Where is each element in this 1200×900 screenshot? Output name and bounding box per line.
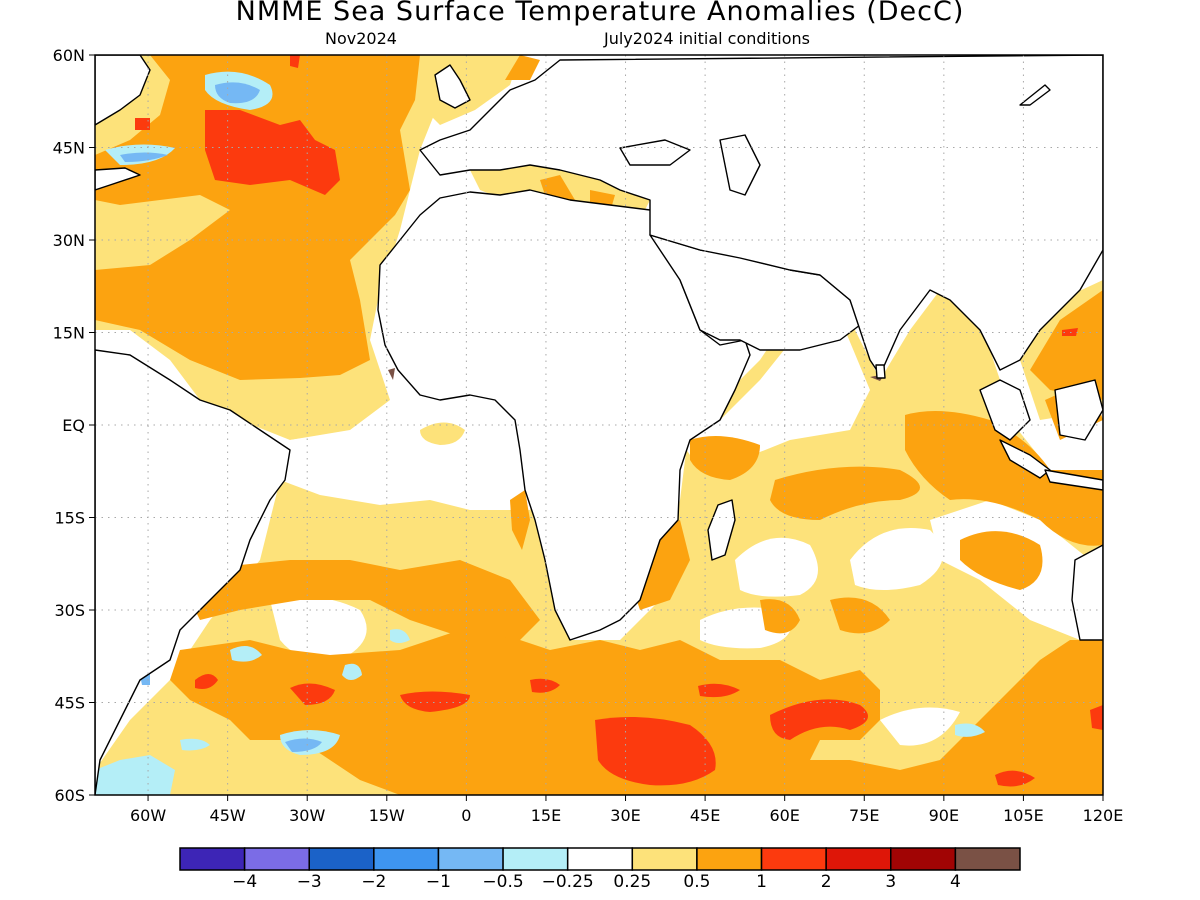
lat-tick-label: 30N: [53, 231, 85, 250]
forecast-month: Nov2024: [325, 29, 397, 48]
colorbar-label: 4: [950, 872, 961, 892]
lon-tick-label: 45E: [690, 806, 720, 825]
lon-tick-label: 45W: [210, 806, 246, 825]
colorbar-swatch: [825, 847, 892, 871]
colorbar: −4 −3 −2 −1 −0.5 −0.25 0.25 0.5 1 2 3 4: [179, 847, 1021, 892]
lat-tick-label: EQ: [62, 416, 85, 435]
colorbar-swatch: [954, 847, 1021, 871]
colorbar-label: −1: [426, 872, 451, 892]
lat-tick-label: 15S: [54, 509, 85, 528]
lat-tick-label: 60N: [53, 46, 85, 65]
colorbar-swatch: [179, 847, 246, 871]
colorbar-label: −2: [361, 872, 386, 892]
colorbar-label: 0.5: [683, 872, 710, 892]
lon-tick-label: 15E: [531, 806, 561, 825]
colorbar-swatch: [566, 847, 634, 871]
lon-tick-label: 105E: [1003, 806, 1044, 825]
colorbar-swatch: [631, 847, 698, 871]
colorbar-label: 0.25: [613, 872, 651, 892]
lon-tick-label: 120E: [1083, 806, 1124, 825]
colorbar-swatch: [502, 847, 569, 871]
colorbar-swatch: [437, 847, 504, 871]
axis-ticks: 60N 45N 30N 15N EQ 15S 30S 45S 60S 60W 45W 30W 15W 0 1…: [53, 46, 1124, 825]
colorbar-label: −3: [297, 872, 322, 892]
lon-tick-label: 30E: [610, 806, 640, 825]
lat-tick-label: 45S: [54, 694, 85, 713]
lon-tick-label: 60W: [130, 806, 166, 825]
lat-tick-label: 60S: [54, 786, 85, 805]
colorbar-label: −4: [232, 872, 257, 892]
colorbar-swatch: [760, 847, 827, 871]
graticule: [95, 55, 1103, 795]
lat-tick-label: 15N: [53, 324, 85, 343]
map-title: NMME Sea Surface Temperature Anomalies (…: [235, 0, 965, 27]
lon-tick-label: 90E: [929, 806, 959, 825]
lat-tick-label: 45N: [53, 139, 85, 158]
colorbar-swatch: [243, 847, 310, 871]
lon-tick-label: 75E: [849, 806, 879, 825]
initial-conditions: July2024 initial conditions: [604, 29, 810, 48]
colorbar-label: 1: [756, 872, 767, 892]
colorbar-label: −0.25: [542, 872, 594, 892]
lon-tick-label: 0: [461, 806, 471, 825]
sst-anomaly-field: [95, 55, 1103, 795]
colorbar-swatch: [308, 847, 375, 871]
lat-tick-label: 30S: [54, 601, 85, 620]
colorbar-swatch: [696, 847, 763, 871]
lon-tick-label: 60E: [769, 806, 799, 825]
colorbar-label: 3: [885, 872, 896, 892]
colorbar-label: −0.5: [482, 872, 523, 892]
lon-tick-label: 30W: [289, 806, 325, 825]
colorbar-swatch: [373, 847, 440, 871]
colorbar-swatch: [890, 847, 957, 871]
colorbar-label: 2: [821, 872, 832, 892]
lon-tick-label: 15W: [369, 806, 405, 825]
